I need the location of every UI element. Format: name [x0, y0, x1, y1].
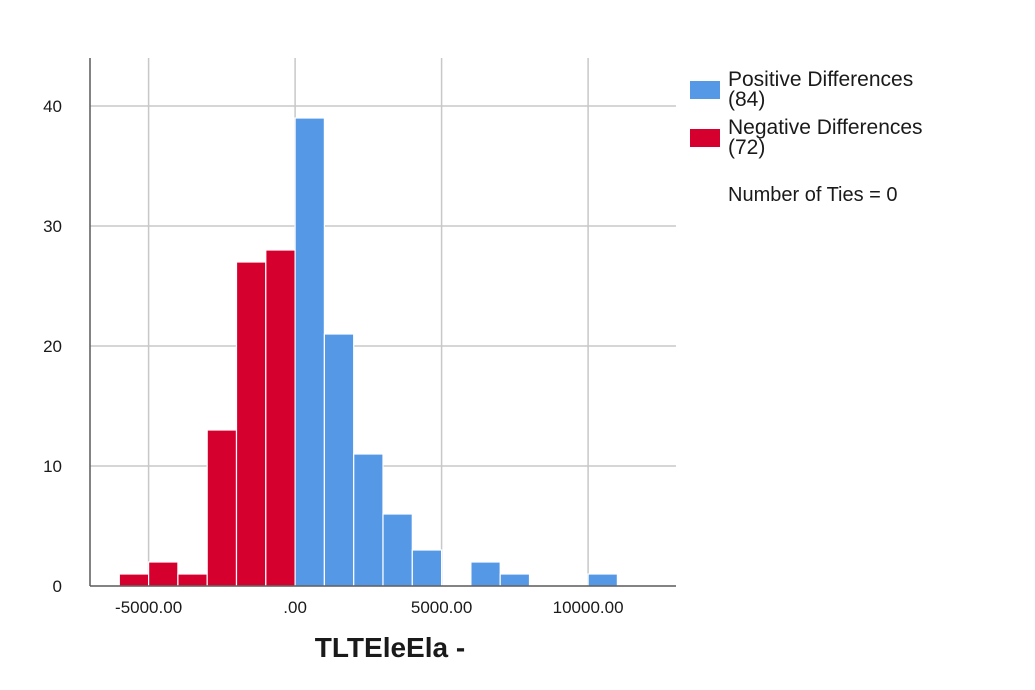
legend-label-positive: Positive Differences (84) [728, 68, 914, 111]
tick-labels: 0 10 20 30 40 -5000.00 .00 5000.00 10000.00 [43, 97, 623, 617]
histogram-bars [118, 117, 618, 587]
negative-bar [265, 249, 296, 587]
legend-item-negative: Negative Differences (72) [690, 116, 1030, 164]
positive-bar [499, 573, 531, 587]
legend-label-negative: Negative Differences (72) [728, 116, 923, 159]
legend: Positive Differences (84) Negative Diffe… [690, 68, 1030, 206]
negative-bar [235, 261, 267, 587]
x-tick-label: -5000.00 [115, 598, 182, 617]
negative-bar [177, 573, 208, 587]
legend-swatch-positive [690, 81, 720, 99]
positive-bar [587, 573, 618, 587]
negative-bar [148, 561, 179, 587]
legend-item-positive: Positive Differences (84) [690, 68, 1030, 116]
x-tick-label: .00 [283, 598, 307, 617]
positive-bar [323, 333, 355, 587]
ties-count: Number of Ties = 0 [728, 184, 898, 206]
negative-bar [206, 429, 238, 587]
negative-bar [118, 573, 150, 587]
positive-bar [382, 513, 413, 587]
y-tick-label: 10 [43, 457, 62, 476]
x-tick-label: 5000.00 [411, 598, 472, 617]
y-tick-label: 0 [53, 577, 62, 596]
legend-swatch-negative [690, 129, 720, 147]
x-axis-label: TLTEleEla - [314, 632, 466, 663]
y-tick-label: 20 [43, 337, 62, 356]
positive-bar [411, 549, 443, 587]
positive-bar [470, 561, 501, 587]
y-tick-label: 30 [43, 217, 62, 236]
x-tick-label: 10000.00 [553, 598, 624, 617]
y-tick-label: 40 [43, 97, 62, 116]
positive-bar [294, 117, 326, 587]
axes [89, 58, 676, 587]
positive-bar [353, 453, 384, 587]
